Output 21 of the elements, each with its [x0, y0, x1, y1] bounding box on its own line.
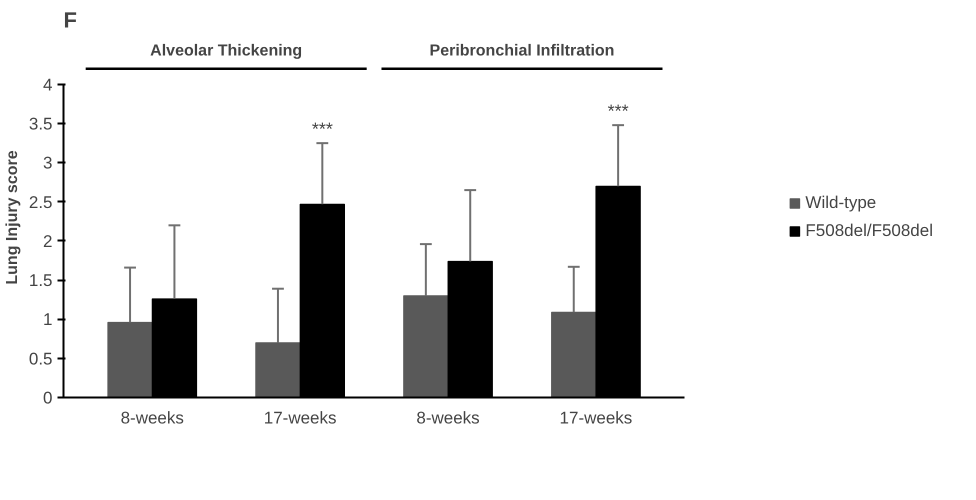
text: Peribronchial Infiltration: [430, 42, 614, 60]
text: Alveolar Thickening: [150, 42, 302, 60]
x-tick-label: 8-weeks: [120, 408, 184, 428]
annotation: ***: [608, 101, 629, 122]
y-tick-label: 0.5: [28, 349, 53, 368]
y-tick-label: 3.5: [28, 114, 53, 134]
annotation: ***: [312, 119, 333, 140]
x-tick-label: 8-weeks: [416, 408, 480, 428]
x-tick-label: 17-weeks: [264, 408, 337, 428]
y-tick-label: 3: [43, 154, 53, 173]
x-tick-label: 17-weeks: [560, 408, 632, 428]
y-tick-label: 1: [43, 310, 53, 330]
y-tick-label: 2: [43, 232, 53, 251]
chart-title: F: [64, 8, 77, 32]
y-tick-label: 1.5: [28, 271, 53, 290]
y-axis-title: Lung Injury score: [4, 150, 21, 285]
y-tick-label: 4: [43, 75, 53, 94]
legend-label: F508del/F508del: [805, 221, 933, 241]
y-tick-label: 0: [43, 388, 53, 408]
legend-label: Wild-type: [805, 193, 876, 213]
y-tick-label: 2.5: [28, 192, 53, 212]
